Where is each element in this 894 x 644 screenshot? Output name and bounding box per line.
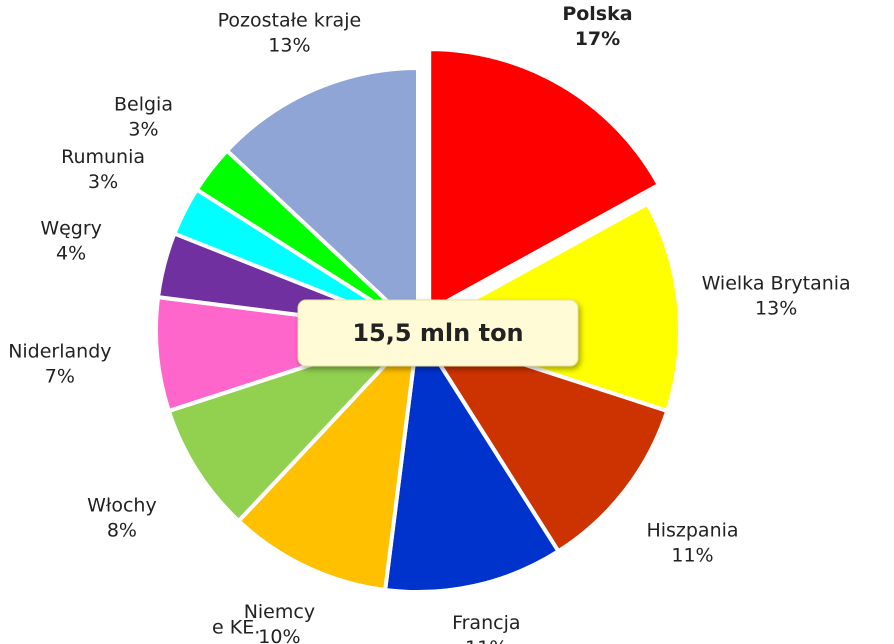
slice xyxy=(413,326,670,554)
slice xyxy=(166,328,420,524)
value-label: 8% xyxy=(107,519,137,541)
value-label: 11% xyxy=(671,544,713,566)
slice-label: Węgry xyxy=(40,217,102,239)
slice xyxy=(382,324,562,594)
slice-label: Włochy xyxy=(87,494,157,516)
value-label: 3% xyxy=(88,171,118,193)
value-label: 11% xyxy=(465,637,507,644)
labels: Polska 17% Wielka Brytania 13% Hiszpania 11% F… xyxy=(8,3,851,644)
source: e KE. xyxy=(212,617,260,639)
slice-label: Niderlandy xyxy=(8,340,111,362)
annotation: 15,5 mln ton xyxy=(352,319,523,347)
slice xyxy=(427,47,662,315)
slice-label: Belgia xyxy=(114,94,173,116)
value-label: 17% xyxy=(575,28,620,50)
slice xyxy=(235,324,421,593)
value-label: 13% xyxy=(268,34,310,56)
slice-label: Hiszpania xyxy=(646,519,738,541)
slice-label: Pozostałe kraje xyxy=(218,9,362,31)
value-label: 13% xyxy=(755,298,797,320)
slice xyxy=(224,65,420,335)
annotation-box xyxy=(297,299,579,367)
value-label: 7% xyxy=(45,365,75,387)
value-label: 10% xyxy=(258,626,300,644)
slice-label: Wielka Brytania xyxy=(702,273,851,295)
value-label: 4% xyxy=(56,242,86,264)
slice-label: Francja xyxy=(452,612,520,634)
slice-label: Rumunia xyxy=(61,146,145,168)
slice-label: Polska xyxy=(562,3,632,25)
slice-label: Niemcy xyxy=(244,601,315,623)
value-label: 3% xyxy=(128,119,158,141)
